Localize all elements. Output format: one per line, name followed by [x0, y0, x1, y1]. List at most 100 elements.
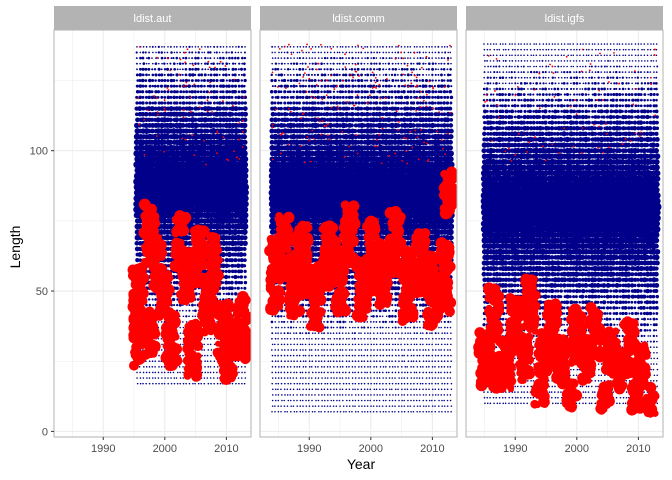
observed-point: [230, 292, 234, 296]
observed-point: [278, 134, 284, 140]
model-point: [150, 260, 160, 269]
observed-point: [148, 62, 150, 65]
observed-point: [348, 410, 351, 413]
observed-point: [142, 371, 145, 374]
model-point: [206, 99, 209, 102]
observed-point: [169, 101, 173, 105]
observed-point: [321, 405, 323, 407]
observed-point: [233, 269, 238, 274]
observed-point: [241, 206, 249, 213]
observed-point: [151, 62, 154, 65]
observed-point: [332, 68, 335, 71]
observed-point: [240, 73, 243, 76]
observed-point: [347, 377, 350, 379]
observed-point: [311, 57, 314, 59]
observed-point: [317, 85, 320, 88]
observed-point: [292, 388, 295, 391]
observed-point: [244, 366, 246, 368]
observed-point: [274, 405, 276, 407]
observed-point: [316, 95, 320, 100]
observed-point: [221, 90, 225, 94]
observed-point: [227, 95, 231, 99]
observed-point: [299, 371, 302, 374]
observed-point: [271, 45, 274, 48]
observed-point: [241, 144, 248, 151]
observed-point: [148, 377, 151, 379]
observed-point: [188, 67, 192, 71]
observed-point: [241, 178, 249, 186]
observed-point: [344, 84, 348, 88]
observed-point: [199, 90, 203, 94]
observed-point: [139, 51, 142, 54]
model-point: [220, 360, 233, 373]
observed-point: [157, 62, 160, 65]
observed-point: [345, 394, 347, 396]
observed-point: [286, 366, 289, 368]
observed-point: [219, 84, 223, 88]
observed-point: [330, 315, 332, 318]
observed-point: [329, 337, 332, 340]
observed-point: [305, 57, 308, 59]
observed-point: [234, 56, 237, 60]
observed-point: [344, 73, 348, 77]
observed-point: [289, 320, 293, 324]
observed-point: [351, 51, 353, 54]
observed-point: [179, 382, 182, 385]
observed-point: [241, 155, 249, 163]
model-point: [235, 156, 238, 159]
observed-point: [237, 84, 241, 88]
observed-point: [187, 101, 192, 105]
observed-point: [342, 337, 344, 340]
observed-point: [208, 112, 213, 117]
observed-point: [183, 112, 188, 117]
observed-point: [216, 62, 219, 65]
observed-point: [200, 73, 204, 77]
observed-point: [277, 394, 280, 396]
observed-point: [279, 84, 283, 88]
observed-point: [204, 360, 206, 363]
observed-point: [351, 56, 354, 60]
observed-point: [345, 51, 348, 54]
observed-point: [296, 51, 299, 54]
observed-point: [227, 84, 231, 88]
observed-point: [190, 79, 194, 82]
observed-point: [279, 73, 284, 77]
observed-point: [317, 354, 320, 357]
observed-point: [272, 394, 274, 396]
observed-point: [228, 56, 231, 60]
observed-point: [193, 90, 197, 94]
observed-point: [145, 73, 148, 77]
observed-point: [315, 371, 317, 374]
observed-point: [283, 51, 286, 54]
observed-point: [237, 90, 241, 94]
observed-point: [330, 354, 332, 357]
observed-point: [271, 337, 273, 340]
observed-point: [161, 382, 163, 385]
observed-point: [160, 337, 163, 340]
model-point: [138, 123, 141, 126]
observed-point: [185, 90, 189, 94]
observed-point: [184, 73, 188, 77]
observed-point: [328, 112, 333, 117]
observed-point: [332, 62, 335, 65]
observed-point: [304, 371, 307, 374]
observed-point: [213, 360, 216, 363]
observed-point: [315, 123, 321, 128]
observed-point: [236, 263, 241, 269]
observed-point: [160, 73, 164, 77]
observed-point: [222, 67, 225, 71]
observed-point: [240, 95, 245, 100]
observed-point: [336, 90, 339, 93]
observed-point: [305, 321, 307, 323]
observed-point: [316, 90, 320, 94]
observed-point: [174, 134, 180, 140]
observed-point: [313, 73, 316, 76]
observed-point: [209, 73, 213, 77]
observed-point: [283, 388, 286, 391]
model-point: [137, 97, 139, 100]
observed-point: [241, 229, 248, 235]
model-point: [177, 273, 186, 281]
observed-point: [172, 90, 177, 94]
observed-point: [308, 371, 310, 374]
observed-point: [152, 382, 154, 385]
